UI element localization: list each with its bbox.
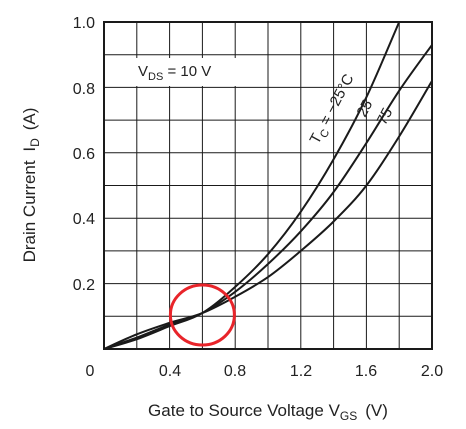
y-tick-label: 0.6 — [73, 146, 95, 163]
condition-label-bg — [134, 58, 236, 86]
series-label-75: 75 — [374, 105, 397, 128]
highlight-circle — [168, 283, 236, 347]
y-axis-label-subscript: D — [28, 138, 42, 147]
series-line-25 — [104, 44, 432, 349]
x-tick-label: 0.8 — [224, 363, 246, 380]
y-tick-label: 1.0 — [73, 15, 95, 32]
series-line-minus25 — [104, 22, 401, 349]
x-axis-label: Gate to Source Voltage VGS (V) — [148, 401, 388, 423]
condition-symbol: V — [138, 63, 148, 80]
y-tick-label: 0.4 — [73, 211, 95, 228]
x-tick-label: 1.6 — [355, 363, 377, 380]
series-label-tc-value: = −25°C — [315, 71, 358, 132]
condition-label: VDS = 10 V — [138, 63, 211, 83]
tick-labels: 0 0.4 0.8 1.2 1.6 2.0 0.2 0.4 0.6 0.8 1.… — [73, 15, 443, 380]
x-axis-label-symbol: V — [329, 401, 341, 420]
condition-value: = 10 V — [163, 63, 211, 80]
y-axis-label: Drain Current ID (A) — [20, 108, 42, 263]
x-axis-label-unit: (V) — [365, 401, 388, 420]
grid — [104, 22, 432, 349]
y-tick-label: 0.8 — [73, 81, 95, 98]
x-axis-label-subscript: GS — [340, 409, 357, 423]
x-tick-label: 1.2 — [290, 363, 312, 380]
x-tick-label: 0.4 — [159, 363, 181, 380]
x-tick-label: 0 — [86, 363, 95, 380]
y-axis-label-unit: (A) — [20, 108, 39, 131]
series-line-75 — [104, 80, 432, 349]
y-axis-label-symbol: I — [20, 147, 39, 152]
series-group — [104, 22, 432, 349]
condition-subscript: DS — [148, 71, 163, 83]
x-tick-label: 2.0 — [421, 363, 443, 380]
plot-frame — [103, 21, 433, 350]
highlight-group — [168, 283, 236, 347]
series-label-25: 25 — [354, 97, 377, 120]
y-axis-label-main: Drain Current — [20, 160, 39, 262]
x-axis-label-main: Gate to Source Voltage — [148, 401, 324, 420]
y-tick-label: 0.2 — [73, 277, 95, 294]
